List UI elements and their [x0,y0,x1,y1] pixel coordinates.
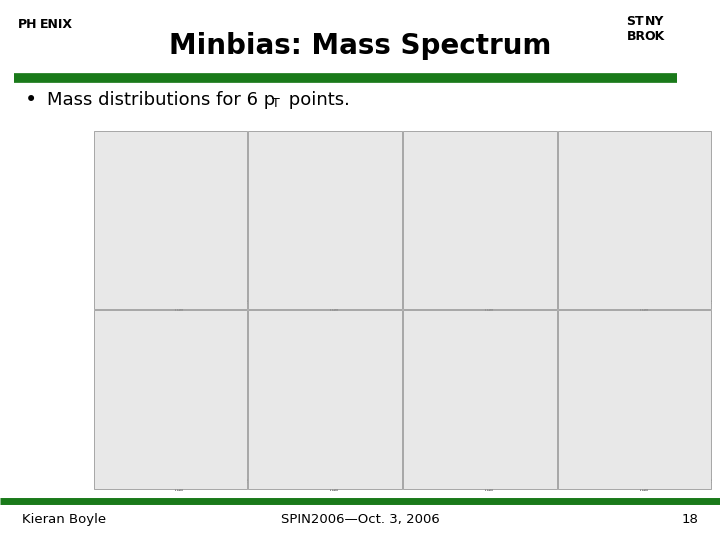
X-axis label: $m_{\pi\pi}$: $m_{\pi\pi}$ [174,306,185,314]
X-axis label: $m_{\pi\pi}$: $m_{\pi\pi}$ [639,486,649,494]
Title: 1.5<p$_T$<2.0: 1.5<p$_T$<2.0 [627,133,661,143]
X-axis label: $m_{\pi\pi}$: $m_{\pi\pi}$ [174,486,185,494]
Text: T: T [272,97,280,110]
Text: Mass distributions for 6 p: Mass distributions for 6 p [47,91,275,109]
Title: 3.0<p$_T$<3.5: 3.0<p$_T$<3.5 [472,313,506,322]
Text: NY: NY [645,15,665,28]
X-axis label: $m_{\pi\pi}$: $m_{\pi\pi}$ [639,306,649,314]
Text: OK: OK [644,30,665,43]
Title: 1.0<p$_T$<1.5: 1.0<p$_T$<1.5 [472,133,506,143]
Text: ST: ST [626,15,644,28]
Title: 0.75<p$_T$<1.0: 0.75<p$_T$<1.0 [316,133,353,143]
Title: 0.5<p$_T$<0.75: 0.5<p$_T$<0.75 [161,133,198,143]
Text: BR: BR [626,30,646,43]
Text: points.: points. [283,91,350,109]
Text: Kieran Boyle: Kieran Boyle [22,513,106,526]
X-axis label: $m_{\pi\pi}$: $m_{\pi\pi}$ [329,486,340,494]
Text: SPIN2006—Oct. 3, 2006: SPIN2006—Oct. 3, 2006 [281,513,439,526]
Text: 18: 18 [682,513,698,526]
Text: PH: PH [18,18,37,31]
X-axis label: $m_{\pi\pi}$: $m_{\pi\pi}$ [329,306,340,314]
Text: Minbias: Mass Spectrum: Minbias: Mass Spectrum [168,32,552,60]
Text: ENIX: ENIX [40,18,73,31]
Title: 2.5<p$_T$<3.0: 2.5<p$_T$<3.0 [318,313,351,322]
Title: 2.0<p$_T$<2.5: 2.0<p$_T$<2.5 [163,313,197,322]
X-axis label: $m_{\pi\pi}$: $m_{\pi\pi}$ [484,306,495,314]
Text: •: • [25,90,37,110]
X-axis label: $m_{\pi\pi}$: $m_{\pi\pi}$ [484,486,495,494]
Title: 3.5<p$_T$<4.0: 3.5<p$_T$<4.0 [627,313,661,322]
